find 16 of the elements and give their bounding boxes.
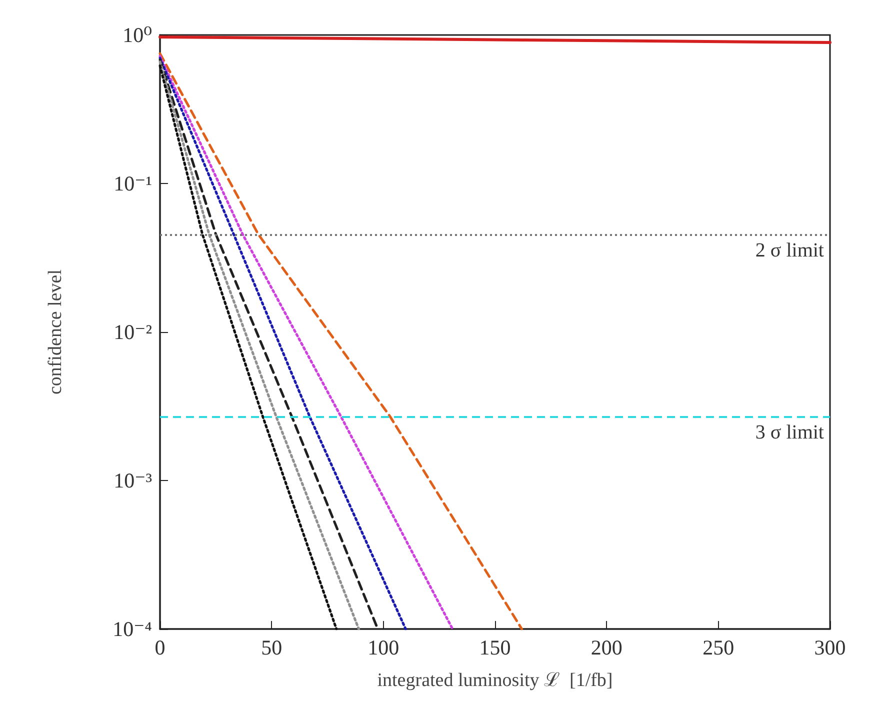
y-axis-title: confidence level <box>45 269 66 395</box>
y-tick-label: 10⁻¹ <box>114 172 152 196</box>
x-tick-label: 300 <box>814 636 846 660</box>
y-tick-label: 10⁻³ <box>114 468 152 492</box>
y-tick-label: 10⁻⁴ <box>112 617 152 641</box>
x-axis-title: integrated luminosity ℒ [1/fb] <box>377 670 613 691</box>
x-tick-label: 150 <box>479 636 511 660</box>
x-tick-label: 50 <box>261 636 282 660</box>
x-tick-label: 250 <box>702 636 734 660</box>
y-tick-label: 10⁰ <box>122 23 152 47</box>
x-tick-label: 200 <box>590 636 622 660</box>
x-tick-label: 100 <box>368 636 400 660</box>
ref-line-label: 3 σ limit <box>755 421 824 444</box>
ref-line-label: 2 σ limit <box>755 239 824 262</box>
y-tick-label: 10⁻² <box>114 320 152 344</box>
x-tick-label: 0 <box>154 636 166 660</box>
